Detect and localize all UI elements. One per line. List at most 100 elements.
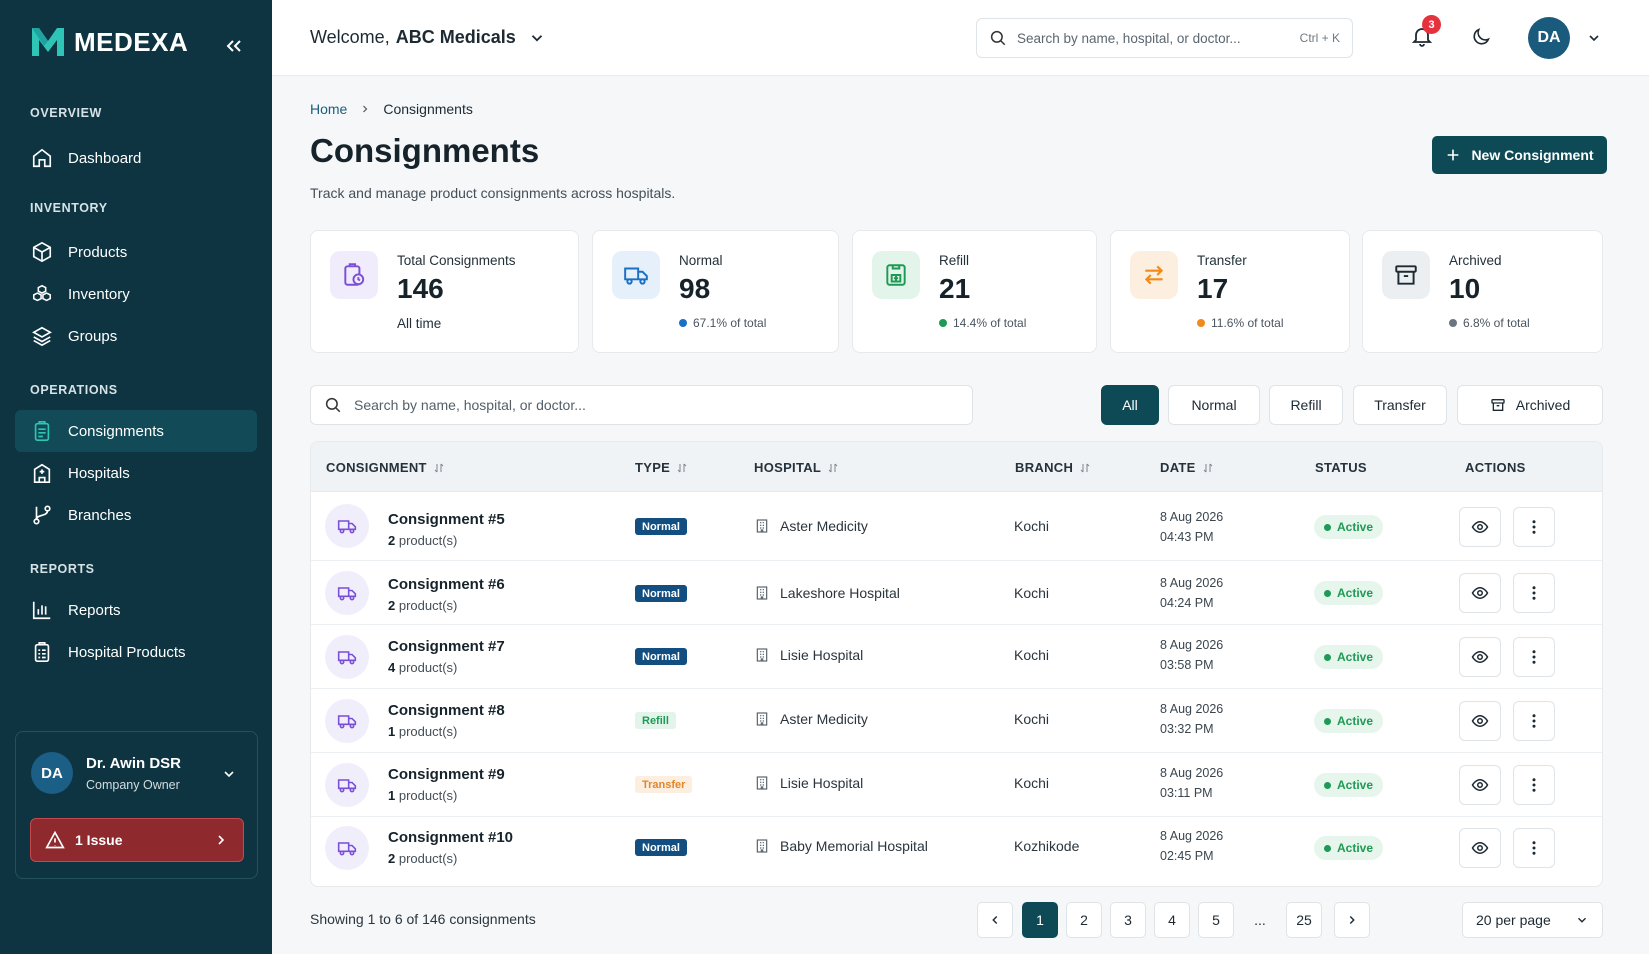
date-value: 8 Aug 2026 [1160,638,1224,652]
warning-icon [45,830,65,849]
per-page-select[interactable]: 20 per page [1462,902,1603,938]
product-count-unit: product(s) [398,598,458,613]
breadcrumb-home[interactable]: Home [310,101,348,117]
prev-page-button[interactable] [977,902,1013,938]
sidebar-item-inventory[interactable]: Inventory [15,273,257,315]
consignment-name[interactable]: Consignment #5 [388,511,505,528]
filter-tab-all[interactable]: All [1101,385,1159,425]
new-consignment-button[interactable]: New Consignment [1432,136,1607,174]
more-vertical-icon [1532,841,1536,855]
more-options-button[interactable] [1513,637,1555,677]
stat-sub: 14.4% of total [939,316,1026,330]
logo[interactable]: MEDEXA [30,26,188,58]
hospital-cell: Baby Memorial Hospital [754,838,928,854]
stat-label: Normal [679,253,723,268]
product-count-unit: product(s) [398,533,458,548]
sidebar-item-reports[interactable]: Reports [15,589,257,631]
table-row[interactable]: Consignment #8 1 product(s) Refill Aster… [311,689,1602,753]
stat-value: 98 [679,273,711,304]
collapse-sidebar-button[interactable] [222,34,246,58]
status-dot [1324,589,1331,597]
view-button[interactable] [1459,828,1501,868]
clipboard-clock-icon [330,251,378,299]
stat-sub: 67.1% of total [679,316,766,330]
page-ellipsis: ... [1254,912,1266,928]
account-menu-toggle[interactable] [1586,30,1602,46]
sidebar-item-dashboard[interactable]: Dashboard [15,137,257,179]
filter-tab-label: Archived [1515,397,1571,413]
table-row[interactable]: Consignment #6 2 product(s) Normal Lakes… [311,561,1602,625]
date-cell: 8 Aug 2026 03:58 PM [1160,635,1223,675]
sort-icon [1203,463,1212,472]
page-button-1[interactable]: 1 [1022,902,1058,938]
table-row[interactable]: Consignment #5 2 product(s) Normal Aster… [311,492,1602,561]
consignment-name[interactable]: Consignment #8 [388,702,505,719]
consignment-name[interactable]: Consignment #7 [388,638,505,655]
plus-icon [1448,149,1459,161]
sort-icon [1080,463,1090,472]
page-button-3[interactable]: 3 [1110,902,1146,938]
page-button-4[interactable]: 4 [1154,902,1190,938]
page-button-2[interactable]: 2 [1066,902,1102,938]
issue-button[interactable]: 1 Issue [30,818,244,862]
sidebar-item-hospital-products[interactable]: Hospital Products [15,631,257,673]
filter-tab-refill[interactable]: Refill [1269,385,1343,425]
table-search[interactable] [310,385,973,425]
more-options-button[interactable] [1513,573,1555,613]
chevron-down-icon [1578,917,1586,923]
column-header-date[interactable]: DATE [1160,460,1214,475]
view-button[interactable] [1459,765,1501,805]
company-switcher[interactable]: Welcome, ABC Medicals [310,27,546,48]
building-icon [756,712,768,726]
global-search[interactable]: Ctrl + K [976,18,1353,58]
clipboard-icon [31,420,53,442]
topbar: Welcome, ABC Medicals Ctrl + K 3 DA [272,0,1649,76]
column-header-branch[interactable]: BRANCH [1015,460,1091,475]
sidebar-item-consignments[interactable]: Consignments [15,410,257,452]
view-button[interactable] [1459,573,1501,613]
consignment-name[interactable]: Consignment #6 [388,576,505,593]
avatar[interactable]: DA [1528,17,1570,59]
more-vertical-icon [1532,650,1536,664]
view-button[interactable] [1459,637,1501,677]
filter-tab-normal[interactable]: Normal [1168,385,1260,425]
user-menu-toggle[interactable] [221,766,237,782]
column-header-type[interactable]: TYPE [635,460,688,475]
eye-icon [1471,778,1489,792]
stat-sub: All time [397,316,442,331]
table-row[interactable]: Consignment #9 1 product(s) Transfer Lis… [311,753,1602,817]
date-value: 8 Aug 2026 [1160,576,1224,590]
shortcut-hint: Ctrl + K [1299,31,1340,45]
column-header-consignment[interactable]: CONSIGNMENT [326,460,445,475]
user-role: Company Owner [86,778,180,792]
filter-tab-transfer[interactable]: Transfer [1353,385,1447,425]
hospital-name: Lisie Hospital [780,775,864,791]
sidebar-item-branches[interactable]: Branches [15,494,257,536]
view-button[interactable] [1459,701,1501,741]
more-options-button[interactable] [1513,507,1555,547]
table-row[interactable]: Consignment #10 2 product(s) Normal Baby… [311,817,1602,881]
more-options-button[interactable] [1513,701,1555,741]
consignment-name[interactable]: Consignment #10 [388,829,514,846]
sidebar-item-groups[interactable]: Groups [15,315,257,357]
consignment-name[interactable]: Consignment #9 [388,766,505,783]
product-count: 4 product(s) [388,660,457,675]
column-label: TYPE [635,460,671,475]
column-header-hospital[interactable]: HOSPITAL [754,460,839,475]
more-options-button[interactable] [1513,765,1555,805]
stat-card-transfer: Transfer 17 11.6% of total [1110,230,1350,353]
sidebar-item-products[interactable]: Products [15,231,257,273]
table-row[interactable]: Consignment #7 4 product(s) Normal Lisie… [311,625,1602,689]
status-label: Active [1337,714,1374,728]
page-button-5[interactable]: 5 [1198,902,1234,938]
filter-tab-archived[interactable]: Archived [1457,385,1603,425]
sidebar-item-hospitals[interactable]: Hospitals [15,452,257,494]
theme-toggle[interactable] [1470,26,1492,48]
view-button[interactable] [1459,507,1501,547]
page-button-25[interactable]: 25 [1286,902,1322,938]
search-input[interactable] [1017,30,1290,46]
search-input[interactable] [354,397,959,413]
time-value: 02:45 PM [1160,849,1214,863]
more-options-button[interactable] [1513,828,1555,868]
next-page-button[interactable] [1334,902,1370,938]
